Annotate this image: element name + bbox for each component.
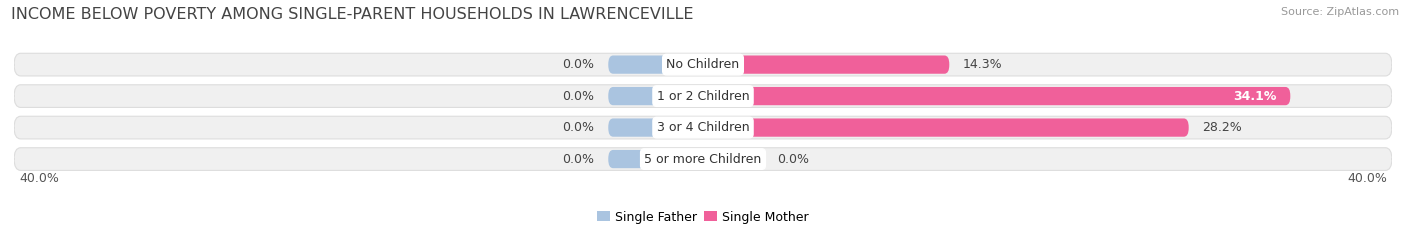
Text: 0.0%: 0.0% xyxy=(778,153,808,166)
Legend: Single Father, Single Mother: Single Father, Single Mother xyxy=(592,206,814,229)
Text: 40.0%: 40.0% xyxy=(1347,172,1386,185)
FancyBboxPatch shape xyxy=(703,55,949,74)
FancyBboxPatch shape xyxy=(703,118,1188,137)
FancyBboxPatch shape xyxy=(609,118,703,137)
FancyBboxPatch shape xyxy=(703,87,1291,105)
FancyBboxPatch shape xyxy=(609,55,703,74)
Text: 0.0%: 0.0% xyxy=(562,153,595,166)
Text: 14.3%: 14.3% xyxy=(963,58,1002,71)
Text: 0.0%: 0.0% xyxy=(562,58,595,71)
Text: No Children: No Children xyxy=(666,58,740,71)
Text: 40.0%: 40.0% xyxy=(20,172,59,185)
FancyBboxPatch shape xyxy=(14,148,1392,170)
FancyBboxPatch shape xyxy=(703,150,763,168)
Text: 34.1%: 34.1% xyxy=(1233,90,1277,103)
Text: 5 or more Children: 5 or more Children xyxy=(644,153,762,166)
FancyBboxPatch shape xyxy=(609,87,703,105)
FancyBboxPatch shape xyxy=(14,116,1392,139)
Text: 1 or 2 Children: 1 or 2 Children xyxy=(657,90,749,103)
Text: 28.2%: 28.2% xyxy=(1202,121,1243,134)
Text: INCOME BELOW POVERTY AMONG SINGLE-PARENT HOUSEHOLDS IN LAWRENCEVILLE: INCOME BELOW POVERTY AMONG SINGLE-PARENT… xyxy=(11,7,693,22)
FancyBboxPatch shape xyxy=(609,150,703,168)
Text: 0.0%: 0.0% xyxy=(562,90,595,103)
FancyBboxPatch shape xyxy=(14,85,1392,107)
FancyBboxPatch shape xyxy=(14,53,1392,76)
Text: 0.0%: 0.0% xyxy=(562,121,595,134)
Text: 3 or 4 Children: 3 or 4 Children xyxy=(657,121,749,134)
Text: Source: ZipAtlas.com: Source: ZipAtlas.com xyxy=(1281,7,1399,17)
